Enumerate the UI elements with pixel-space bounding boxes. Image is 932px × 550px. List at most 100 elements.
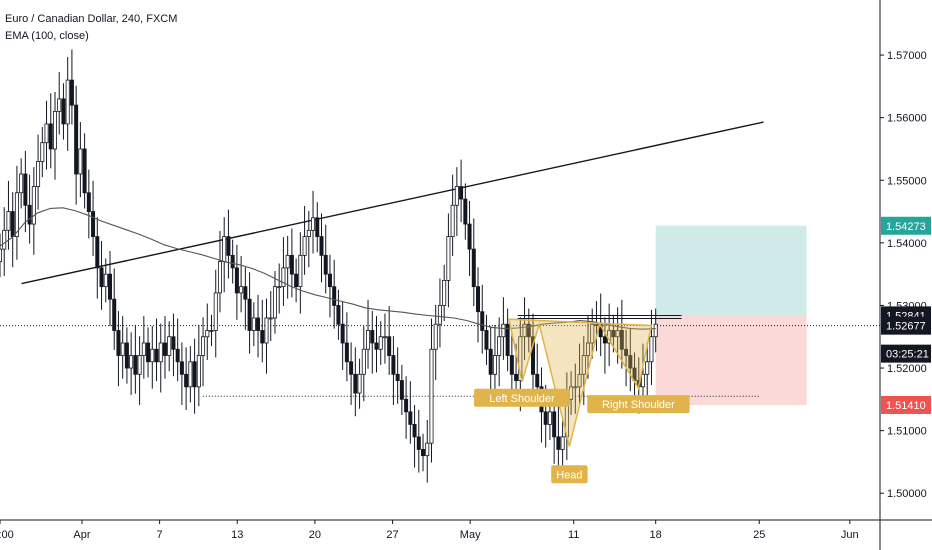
candle-body — [162, 342, 167, 356]
candle-body — [230, 254, 235, 269]
drawings-layer — [0, 121, 880, 397]
candle-body — [476, 286, 481, 313]
time-tick-label: 11 — [568, 529, 579, 541]
candle-body — [137, 355, 142, 375]
time-tick-label: May — [460, 529, 481, 541]
candle-body — [272, 286, 277, 319]
candle-body — [590, 323, 595, 344]
price-badge-label: 1.51410 — [886, 400, 926, 412]
candle-body — [480, 311, 485, 331]
candle-body — [547, 411, 552, 425]
candle-body — [628, 355, 633, 369]
candle-body — [340, 323, 345, 344]
candle-body — [179, 361, 184, 375]
candle-body — [505, 323, 510, 356]
candle-body — [573, 386, 578, 389]
candle-body — [10, 211, 15, 237]
candle-body — [103, 273, 108, 288]
candle-body — [133, 355, 138, 375]
left-shoulder-label: Left Shoulder — [489, 393, 555, 405]
candle-body — [277, 286, 282, 289]
candle-body — [141, 342, 146, 356]
target-zone[interactable] — [655, 225, 807, 316]
pattern-shape[interactable] — [508, 318, 653, 447]
candle-body — [86, 192, 91, 212]
candle-body — [514, 373, 519, 381]
candle-body — [52, 111, 57, 150]
candle-body — [167, 336, 172, 356]
candle-body — [602, 336, 607, 344]
candle-body — [467, 223, 472, 250]
candle-body — [201, 336, 206, 356]
candle-body — [294, 273, 299, 288]
candle-body — [281, 267, 286, 288]
time-tick-label: 13:00 — [0, 529, 14, 541]
candle-body — [370, 330, 375, 344]
candle-body — [543, 411, 548, 425]
candle-body — [387, 336, 392, 356]
candle-body — [560, 436, 565, 450]
price-badge-label: 03:25:21 — [886, 349, 929, 361]
time-tick-label: 25 — [753, 529, 765, 541]
candle-body — [239, 286, 244, 294]
ema-100-line — [0, 207, 656, 330]
candle-body — [429, 348, 434, 444]
candle-body — [171, 336, 176, 350]
candle-body — [196, 355, 201, 388]
candle-body — [645, 361, 650, 375]
candle-body — [615, 330, 620, 338]
candle-body — [256, 317, 261, 331]
candle-body — [454, 186, 459, 206]
candle-body — [332, 286, 337, 306]
candle-body — [437, 305, 442, 325]
candle-body — [19, 173, 24, 194]
candle-body — [416, 436, 421, 450]
candle-body — [522, 323, 527, 338]
candle-body — [357, 373, 362, 394]
candle-body — [653, 323, 658, 338]
candle-body — [36, 161, 41, 187]
candle-body — [404, 398, 409, 413]
head-and-shoulders-pattern[interactable]: Left Shoulder Head Right Shoulder — [474, 318, 690, 484]
candle-body — [459, 186, 464, 200]
price-tick-label: 1.54000 — [887, 238, 927, 250]
long-position-tool[interactable] — [655, 225, 807, 405]
candle-body — [421, 449, 426, 457]
price-badge — [881, 344, 931, 363]
candle-body — [425, 442, 430, 457]
candle-body — [315, 217, 320, 237]
candle-body — [99, 267, 104, 288]
candle-body — [268, 317, 273, 320]
candle-body — [586, 342, 591, 356]
candle-body — [95, 236, 100, 269]
chart-legend: Euro / Canadian Dollar, 240, FXCM EMA (1… — [5, 11, 177, 45]
candle-body — [124, 342, 129, 369]
candle-body — [412, 423, 417, 438]
time-tick-label: 27 — [386, 529, 398, 541]
candle-body — [14, 192, 19, 237]
candle-body — [336, 305, 341, 325]
candle-body — [450, 204, 455, 237]
candle-body — [222, 236, 227, 263]
candle-body — [327, 273, 332, 288]
candle-body — [488, 348, 493, 375]
stop-zone[interactable] — [655, 315, 807, 405]
candle-body — [44, 123, 49, 144]
candle-body — [209, 330, 214, 332]
right-shoulder-label: Right Shoulder — [602, 399, 675, 411]
candle-body — [116, 330, 121, 356]
time-tick-label: Jun — [841, 529, 859, 541]
candle-body — [552, 411, 557, 438]
indicator-title[interactable]: EMA (100, close) — [5, 30, 89, 42]
candle-body — [442, 280, 447, 306]
candle-body — [158, 342, 163, 363]
trendline[interactable] — [21, 121, 764, 285]
price-badge-label: 1.54273 — [886, 221, 926, 233]
candle-body — [577, 373, 582, 388]
candle-body — [247, 298, 252, 331]
symbol-title[interactable]: Euro / Canadian Dollar, 240, FXCM — [5, 13, 178, 25]
price-tick-label: 1.50000 — [887, 488, 927, 500]
candle-body — [302, 236, 307, 256]
candle-body — [234, 267, 239, 294]
